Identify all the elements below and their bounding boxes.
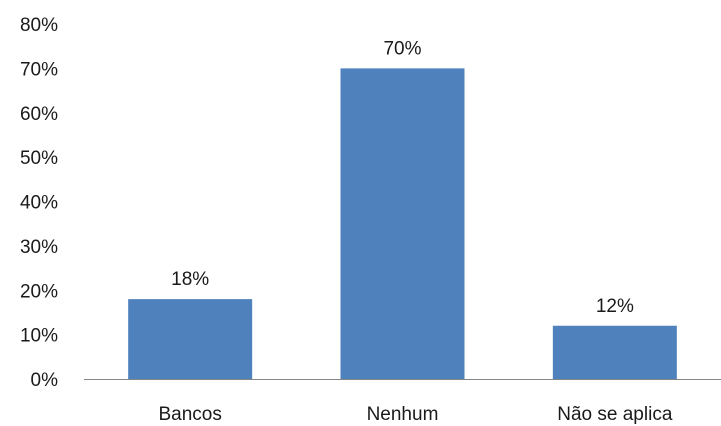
data-label: 18% [171,269,209,290]
y-tick-label: 30% [20,237,58,258]
x-axis-category-labels: Bancos Nenhum Não se aplica [158,404,672,425]
x-category-label: Não se aplica [557,404,673,425]
data-labels: 18% 70% 12% [171,38,634,316]
y-tick-label: 80% [20,15,58,36]
y-tick-label: 10% [20,326,58,347]
data-label: 12% [596,296,634,317]
bar-series [128,68,677,379]
x-category-label: Bancos [158,404,221,425]
y-tick-label: 70% [20,59,58,80]
y-tick-label: 40% [20,193,58,214]
bar [340,68,465,379]
y-tick-label: 50% [20,148,58,169]
y-tick-label: 60% [20,104,58,125]
y-tick-label: 0% [31,370,59,391]
x-category-label: Nenhum [367,404,439,425]
y-axis-tick-labels: 0% 10% 20% 30% 40% 50% 60% 70% 80% [20,15,58,391]
bar [128,299,253,379]
data-label: 70% [383,38,421,59]
bar [552,325,677,379]
y-tick-label: 20% [20,281,58,302]
